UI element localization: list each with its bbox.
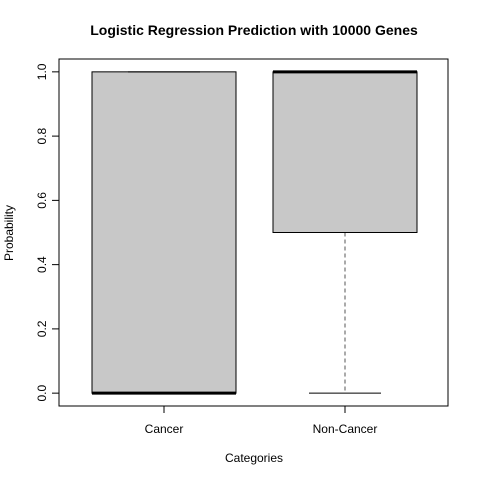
box-non-cancer <box>272 70 418 394</box>
y-tick-label: 0.4 <box>35 256 49 273</box>
axes: 0.0 0.2 0.4 0.6 0.8 1.0 Cancer Non-Cancer <box>35 63 377 436</box>
box-cancer <box>91 71 237 395</box>
y-tick-label: 0.0 <box>35 384 49 401</box>
y-tick-label: 0.6 <box>35 192 49 209</box>
y-tick-label: 1.0 <box>35 63 49 80</box>
x-tick-label: Cancer <box>145 422 184 436</box>
box-body <box>272 71 418 233</box>
x-axis-title: Categories <box>225 451 283 465</box>
y-axis-title: Probability <box>2 205 16 261</box>
y-tick-label: 0.2 <box>35 320 49 337</box>
boxes <box>91 70 418 395</box>
x-tick-label: Non-Cancer <box>313 422 378 436</box>
box-body <box>91 71 237 394</box>
y-tick-label: 0.8 <box>35 127 49 144</box>
chart-title: Logistic Regression Prediction with 1000… <box>90 22 418 38</box>
